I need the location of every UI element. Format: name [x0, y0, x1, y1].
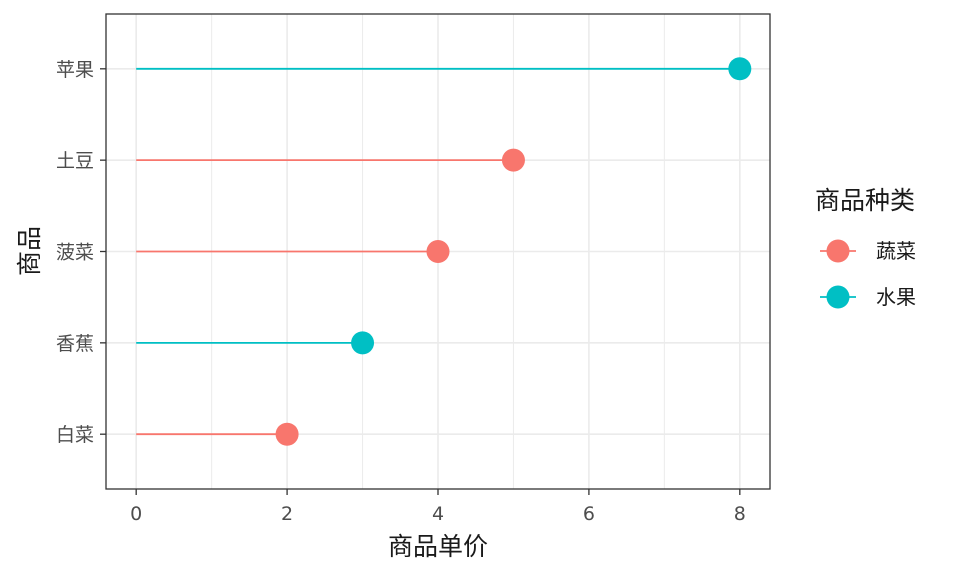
- legend-title: 商品种类: [815, 186, 915, 215]
- legend-key-point: [826, 239, 850, 263]
- lollipop-point: [275, 422, 299, 446]
- x-tick-label: 2: [281, 503, 293, 525]
- y-axis-title: 商品: [15, 226, 44, 276]
- legend-label: 蔬菜: [876, 239, 916, 263]
- y-tick-label: 香蕉: [56, 333, 94, 355]
- lollipop-point: [351, 331, 375, 355]
- lollipop-point: [426, 240, 450, 263]
- lollipop-points: [275, 57, 752, 446]
- x-axis-title: 商品单价: [388, 532, 488, 561]
- x-tick-label: 4: [432, 503, 444, 525]
- x-axis: 0 2 4 6 8: [130, 489, 746, 525]
- legend-key-point: [826, 285, 850, 309]
- y-tick-label: 苹果: [56, 59, 94, 81]
- y-tick-label: 白菜: [56, 424, 94, 446]
- y-tick-label: 菠菜: [56, 242, 94, 264]
- lollipop-point: [728, 57, 752, 81]
- y-tick-label: 土豆: [56, 150, 94, 172]
- lollipop-segments: [136, 67, 740, 436]
- x-tick-label: 0: [130, 503, 142, 525]
- legend-label: 水果: [876, 285, 916, 309]
- lollipop-point: [501, 148, 525, 172]
- x-tick-label: 8: [734, 503, 746, 525]
- x-tick-label: 6: [583, 503, 595, 525]
